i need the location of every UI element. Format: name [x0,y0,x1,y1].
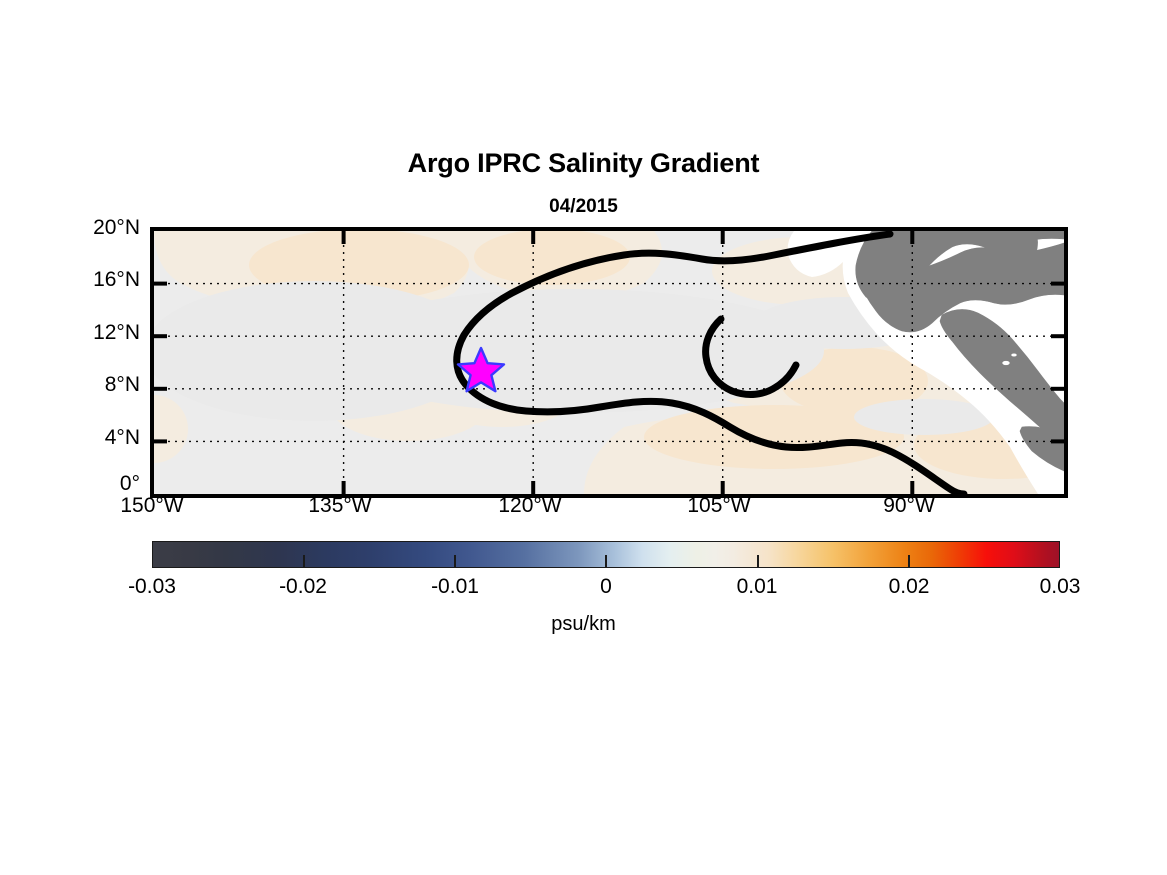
y-tick-label-0: 0° [119,472,140,495]
colorbar-tick-pos001 [757,555,759,568]
float-location-star[interactable] [456,346,506,393]
colorbar-unit-label: psu/km [551,613,616,635]
grid-lines [154,231,1064,494]
y-tick-label-4n: 4°N [104,426,140,449]
x-tick-label-150w: 150°W [120,494,184,517]
colorbar-label-neg002: -0.02 [279,575,327,598]
x-tick-label-120w: 120°W [498,494,562,517]
y-tick-label-8n: 8°N [104,373,140,396]
chart-subtitle: 04/2015 [549,196,618,217]
page-title: Argo IPRC Salinity Gradient [407,148,760,178]
colorbar-label-pos003: 0.03 [1039,575,1081,598]
colorbar-tick-zero [605,555,607,568]
y-tick-label-20n: 20°N [93,216,140,239]
colorbar-label-neg001: -0.01 [431,575,479,598]
y-tick-label-12n: 12°N [93,321,140,344]
colorbar-tick-pos002 [908,555,910,568]
neutral-field-patches [154,281,994,435]
colorbar-tick-neg002 [303,555,305,568]
y-tick-label-16n: 16°N [93,268,140,291]
map-axes [150,227,1068,498]
colorbar[interactable] [152,541,1060,568]
x-tick-label-135w: 135°W [308,494,372,517]
land-polygons [855,231,1064,472]
colorbar-tick-neg001 [454,555,456,568]
colorbar-label-zero: 0 [600,575,612,598]
x-tick-label-90w: 90°W [883,494,935,517]
colorbar-label-neg003: -0.03 [128,575,176,598]
colorbar-label-pos002: 0.02 [888,575,930,598]
contour-lines [453,231,968,494]
colorbar-label-pos001: 0.01 [736,575,778,598]
x-tick-label-105w: 105°W [687,494,751,517]
map-plot-area[interactable] [154,231,1064,494]
